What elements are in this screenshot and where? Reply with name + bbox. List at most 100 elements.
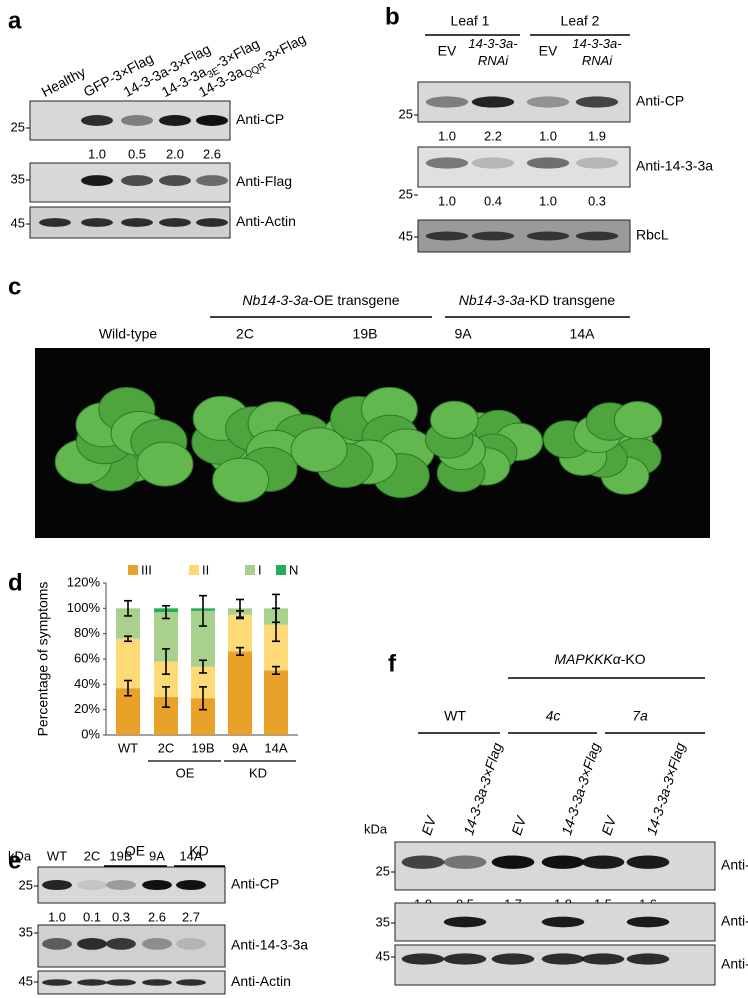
- quantification: 2.6: [148, 909, 166, 924]
- text-part: -KO: [621, 651, 646, 667]
- band: [77, 979, 107, 986]
- band: [106, 938, 136, 950]
- quantification: 0.1: [83, 909, 101, 924]
- group-label: Nb14-3-3a-KD transgene: [459, 292, 616, 308]
- bar-segment: [228, 651, 252, 735]
- band: [176, 979, 206, 986]
- band: [42, 879, 72, 891]
- band: [471, 157, 515, 169]
- group-label: OE: [176, 765, 195, 780]
- plant-label: 19B: [353, 326, 378, 342]
- band: [106, 979, 136, 986]
- error-bar: [199, 659, 207, 674]
- y-tick-label: 40%: [74, 676, 100, 691]
- lane-label: 19B: [109, 848, 132, 863]
- size-marker: 25: [376, 863, 390, 878]
- lane-label: 14-3-3a-3×Flag: [460, 741, 505, 838]
- leaf: [613, 400, 663, 440]
- band: [121, 115, 153, 126]
- leaf: [290, 427, 348, 473]
- group-label: MAPKKKα-KO: [554, 651, 645, 667]
- blot-label: Anti-Actin: [236, 213, 296, 229]
- size-marker: 45: [11, 215, 25, 230]
- x-tick-label: 19B: [191, 740, 214, 755]
- panel-label: e: [8, 847, 21, 874]
- x-tick-label: WT: [118, 740, 138, 755]
- error-bar: [124, 599, 132, 617]
- lane-label: EV: [418, 813, 440, 837]
- error-bar: [272, 665, 280, 676]
- text-part: 3E: [206, 66, 222, 82]
- quantification: 0.3: [112, 909, 130, 924]
- lane-label: Healthy: [39, 64, 88, 100]
- blot-label: Anti-CP: [721, 857, 748, 873]
- unit-label: kDa: [8, 848, 32, 863]
- band: [626, 953, 670, 965]
- band: [526, 157, 570, 169]
- text-part: -OE transgene: [309, 292, 400, 308]
- group-label: 7a: [632, 708, 648, 724]
- band: [401, 953, 445, 965]
- y-tick-label: 60%: [74, 650, 100, 665]
- bar-segment: [264, 670, 288, 735]
- band: [425, 231, 469, 241]
- unit-label: kDa: [364, 821, 388, 836]
- quantification: 1.0: [48, 909, 66, 924]
- blot-label: Anti-CP: [236, 111, 284, 127]
- legend-swatch: [276, 565, 286, 575]
- band: [541, 916, 585, 928]
- band: [526, 96, 570, 108]
- panel-label: b: [385, 3, 400, 30]
- band: [443, 855, 487, 869]
- group-label: OE: [125, 843, 145, 859]
- blot-label: Anti-CP: [231, 876, 279, 892]
- y-tick-label: 20%: [74, 701, 100, 716]
- group-label: WT: [444, 708, 466, 724]
- panel-label: c: [8, 273, 21, 300]
- band: [575, 231, 619, 241]
- blot-label: Anti-14-3-3a: [231, 937, 308, 953]
- text-part: 14-3-3a-: [468, 36, 518, 51]
- quantification: 0.3: [588, 193, 606, 208]
- quantification: 0.4: [484, 193, 502, 208]
- lane-label: 14-3-3a- RNAi: [468, 36, 518, 68]
- lane-label: 2C: [84, 848, 101, 863]
- lane-label: 14-3-3a- RNAi: [572, 36, 622, 68]
- band: [575, 96, 619, 108]
- error-bar: [162, 686, 170, 708]
- band: [159, 115, 191, 126]
- quantification: 2.6: [203, 146, 221, 161]
- size-marker: 45: [19, 973, 33, 988]
- group-label: Nb14-3-3a-OE transgene: [242, 292, 399, 308]
- band: [121, 218, 153, 227]
- legend-label: I: [258, 562, 262, 577]
- band: [443, 916, 487, 928]
- blot-label: RbcL: [636, 227, 669, 243]
- band: [443, 953, 487, 965]
- band: [491, 953, 535, 965]
- error-bar: [124, 635, 132, 643]
- size-marker: 45: [399, 228, 413, 243]
- text-part: MAPKKKα: [554, 651, 621, 667]
- x-tick-label: 2C: [158, 740, 175, 755]
- plant-label: 2C: [236, 326, 254, 342]
- group-label: Leaf 1: [451, 13, 490, 29]
- size-marker: 35: [19, 924, 33, 939]
- text-part: Nb14-3-3a: [459, 292, 525, 308]
- error-bar: [199, 686, 207, 711]
- text-part: RNAi: [582, 53, 613, 68]
- blot-label: Anti-Actin: [231, 973, 291, 989]
- quantification: 2.7: [182, 909, 200, 924]
- quantification: 2.2: [484, 128, 502, 143]
- band: [581, 953, 625, 965]
- panel-label: f: [388, 650, 397, 677]
- group-label: 4c: [546, 708, 561, 724]
- quantification: 1.0: [438, 193, 456, 208]
- band: [626, 916, 670, 928]
- size-marker: 25: [399, 186, 413, 201]
- blot-label: Anti-Flag: [721, 913, 748, 929]
- quantification: 1.0: [88, 146, 106, 161]
- band: [77, 879, 107, 891]
- text-part: -3×Flag: [258, 30, 308, 67]
